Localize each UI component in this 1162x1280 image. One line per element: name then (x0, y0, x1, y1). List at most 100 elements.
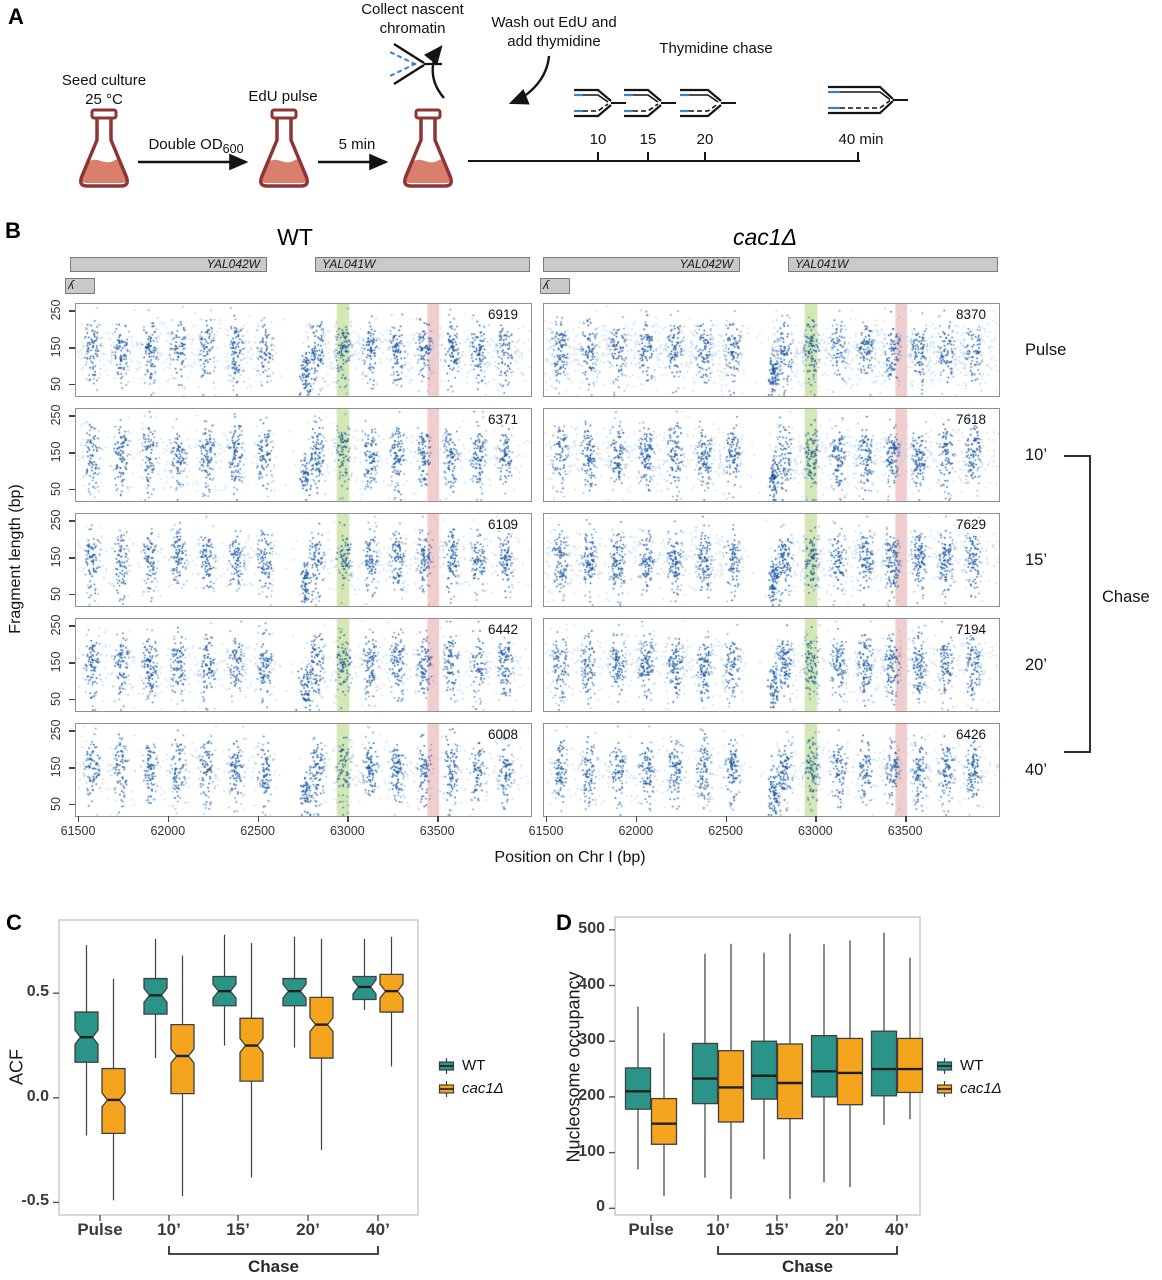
legend-item: WT (936, 1057, 983, 1074)
x-tick-label: 62500 (240, 824, 275, 838)
y-tick-mark (69, 310, 75, 312)
row-label-10: 10’ (1025, 446, 1048, 464)
y-tick-mark (69, 383, 75, 386)
y-tick-mark (69, 347, 75, 349)
fragment-count: 7629 (955, 517, 986, 532)
y-tick-label: 500 (578, 919, 605, 937)
collect-nascent-label: Collect nascent chromatin (361, 1, 464, 37)
y-tick-label: 50 (49, 587, 63, 601)
fragment-count: 6008 (487, 727, 518, 742)
fragment-count: 6371 (487, 412, 518, 427)
timeline-tick-label: 20 (696, 131, 714, 148)
row-label-pulse: Pulse (1025, 341, 1067, 359)
chase-fork-icon-40min (828, 85, 908, 115)
legend-item: cac1Δ (936, 1080, 1002, 1097)
timeline-tick-label: 10 (589, 131, 607, 148)
x-tick-label: 62000 (150, 824, 186, 838)
legend-item: cac1Δ (438, 1080, 504, 1097)
y-tick-mark (69, 662, 75, 664)
x-tick-mark (347, 816, 349, 822)
box-cac1Δ (170, 1023, 195, 1095)
x-tick-label: 62500 (708, 824, 743, 838)
row-label-15: 15’ (1025, 551, 1048, 569)
y-tick-label: 250 (49, 719, 63, 741)
legend-boxplot-icon (936, 1057, 953, 1074)
legend-item: WT (438, 1057, 485, 1074)
y-tick-label: 150 (49, 651, 63, 673)
chase-bracket (1089, 455, 1091, 753)
category-label: Pulse (628, 1220, 674, 1239)
x-tick-mark (905, 816, 907, 822)
seed-culture-label: Seed culture 25 °C (61, 72, 147, 108)
legend-label: cac1Δ (462, 1080, 504, 1097)
wash-out-label: Wash out EdU and add thymidine (491, 14, 617, 50)
y-tick-label: 200 (578, 1086, 605, 1104)
chase-bracket-label: Chase (247, 1257, 300, 1276)
fragment-count: 6426 (955, 727, 986, 742)
x-tick-mark (257, 816, 259, 822)
x-tick-label: 63000 (329, 824, 365, 838)
timeline-ticks (597, 152, 859, 161)
category-label: 10’ (157, 1220, 181, 1239)
box-cac1Δ (776, 1043, 804, 1120)
position-axis-label: Position on Chr I (bp) (494, 849, 646, 866)
y-tick-label: 50 (49, 377, 63, 391)
fragment-count: 8370 (955, 307, 986, 322)
y-tick-label: 50 (49, 482, 63, 496)
box-WT (624, 1067, 652, 1110)
fragment-count: 7618 (955, 412, 986, 427)
gene-bar-yal042w: YAL042W (543, 257, 740, 272)
gene-bar-clipped: ʎ (540, 278, 570, 294)
edu-pulse-label: EdU pulse (248, 88, 318, 105)
legend-boxplot-icon (438, 1080, 455, 1097)
column-title-wt: WT (277, 224, 313, 250)
flask-icon (403, 108, 453, 188)
chase-bracket-label: Chase (781, 1257, 834, 1276)
x-tick-label: 61500 (528, 824, 564, 838)
box-WT (870, 1030, 898, 1097)
chase-fork-icon (574, 88, 626, 118)
scatter-panel-wt-0 (75, 303, 532, 397)
row-label-20: 20’ (1025, 656, 1048, 674)
scatter-panel-cac1-2 (543, 513, 1000, 607)
box-cac1Δ (717, 1050, 745, 1123)
timeline-tick-label: 15 (639, 131, 657, 148)
scatter-panel-cac1-4 (543, 723, 1000, 817)
scatter-panel-cac1-0 (543, 303, 1000, 397)
panel-a-label: A (8, 4, 24, 29)
gene-bar-yal041w: YAL041W (788, 257, 998, 272)
fragment-count: 7194 (955, 622, 986, 637)
chase-fork-icon (624, 88, 676, 118)
y-tick-label: 50 (49, 797, 63, 811)
fragment-length-axis-label: Fragment length (bp) (7, 484, 24, 634)
y-tick-mark (69, 698, 75, 701)
y-tick-mark (69, 452, 75, 454)
y-tick-mark (69, 730, 75, 732)
category-label: 15’ (765, 1220, 789, 1239)
occupancy-axis-label: Nucleosome occupancy (563, 971, 584, 1163)
box-cac1Δ (239, 1017, 264, 1082)
category-label: 40’ (366, 1220, 390, 1239)
double-od-label: Double OD600 (148, 136, 244, 156)
x-tick-mark (546, 816, 548, 822)
y-tick-label: 250 (49, 614, 63, 636)
arrow-wash-curved (508, 55, 551, 105)
x-tick-mark (815, 816, 817, 822)
flask-icon (259, 108, 309, 188)
category-label: 15’ (226, 1220, 250, 1239)
y-tick-label: 150 (49, 756, 63, 778)
box-cac1Δ (896, 1037, 924, 1094)
y-tick-label: 150 (49, 441, 63, 463)
y-tick-mark (69, 557, 75, 559)
y-tick-label: 100 (578, 1142, 605, 1160)
timeline-tick-label: 40 min (838, 131, 884, 148)
y-tick-label: 0 (596, 1198, 605, 1216)
y-tick-mark (69, 520, 75, 522)
y-tick-label: 300 (578, 1031, 605, 1049)
gene-bar-yal041w: YAL041W (315, 257, 530, 272)
legend-label: cac1Δ (960, 1080, 1002, 1097)
x-tick-label: 63500 (887, 824, 923, 838)
box-WT (750, 1040, 778, 1100)
chase-bracket-stub (1064, 455, 1091, 457)
